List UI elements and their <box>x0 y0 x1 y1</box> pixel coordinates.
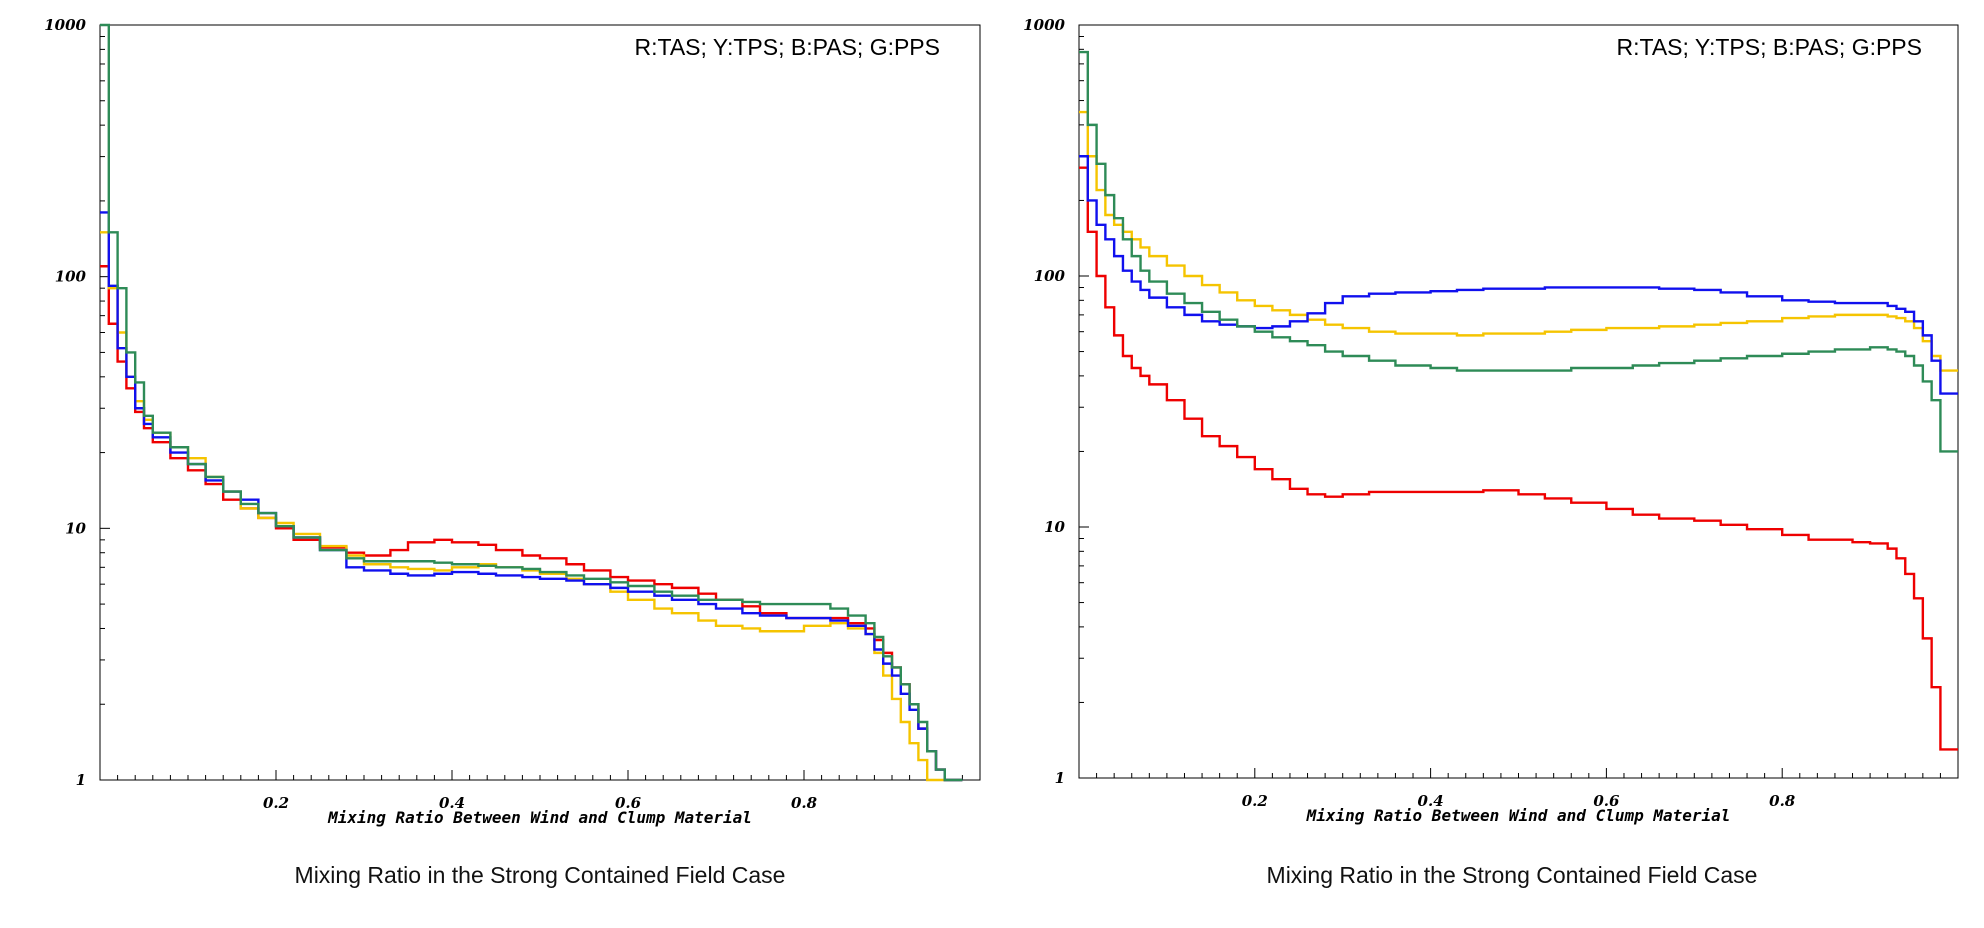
y-tick-label: 100 <box>55 268 87 286</box>
y-tick-label: 1000 <box>1023 16 1065 34</box>
series-line-2 <box>100 211 963 782</box>
chart-panel-left: 1 10 100 1000 0.2 0.4 0.6 0.8 Mixing Ratio Betwe… <box>44 16 981 888</box>
series-line-3 <box>100 23 963 782</box>
plot-frame <box>99 24 981 781</box>
series-line-2 <box>1079 155 1958 395</box>
chart-caption-right: Mixing Ratio in the Strong Contained Fie… <box>1266 862 1758 888</box>
x-tick-label: 0.8 <box>791 794 818 812</box>
x-tick-label: 0.2 <box>263 794 289 812</box>
legend-text: R:TAS; Y:TPS; B:PAS; G:PPS <box>1617 34 1923 60</box>
chart-caption-left: Mixing Ratio in the Strong Contained Fie… <box>294 862 786 888</box>
y-tick-label: 1 <box>76 771 86 789</box>
x-axis-title: Mixing Ratio Between Wind and Clump Mate… <box>1306 806 1731 825</box>
series-line-1 <box>1079 110 1958 372</box>
legend-text: R:TAS; Y:TPS; B:PAS; G:PPS <box>635 34 941 60</box>
series-line-0 <box>1079 166 1958 751</box>
y-tick-label: 10 <box>1044 518 1065 536</box>
x-tick-label: 0.8 <box>1769 792 1796 810</box>
x-tick-label: 0.6 <box>1593 792 1620 810</box>
series-line-3 <box>1079 50 1958 453</box>
x-tick-label: 0.4 <box>439 794 465 812</box>
y-tick-label: 10 <box>65 519 86 537</box>
y-tick-label: 1000 <box>44 16 86 34</box>
x-tick-label: 0.4 <box>1418 792 1444 810</box>
x-tick-label: 0.6 <box>615 794 642 812</box>
chart-panel-right: 1 10 100 1000 0.2 0.4 0.6 0.8 Mixing Ratio Betwe… <box>992 0 1984 928</box>
y-tick-label: 100 <box>1034 267 1066 285</box>
plot-frame <box>1078 24 1959 779</box>
x-tick-label: 0.2 <box>1242 792 1268 810</box>
chart-right-svg: 1 10 100 1000 0.2 0.4 0.6 0.8 Mixing Ratio Betwe… <box>1023 16 1959 825</box>
chart-left-svg: 1 10 100 1000 0.2 0.4 0.6 0.8 Mixing Ratio Betwe… <box>44 16 981 827</box>
y-tick-label: 1 <box>1055 769 1065 787</box>
series-line-1 <box>100 231 963 782</box>
x-axis-title: Mixing Ratio Between Wind and Clump Mate… <box>327 808 752 827</box>
series-line-0 <box>100 265 963 782</box>
